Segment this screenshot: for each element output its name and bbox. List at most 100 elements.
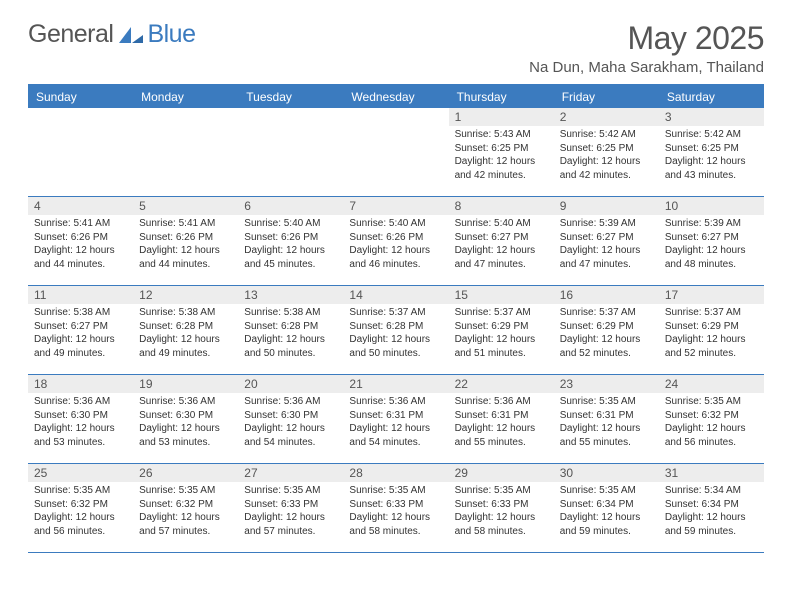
sunrise-text: Sunrise: 5:40 AM	[455, 217, 548, 231]
daylight-text: Daylight: 12 hours and 55 minutes.	[560, 422, 653, 449]
daynum-row: 29	[449, 464, 554, 482]
daynum-row: 4	[28, 197, 133, 215]
sunrise-text: Sunrise: 5:34 AM	[665, 484, 758, 498]
daylight-text: Daylight: 12 hours and 42 minutes.	[455, 155, 548, 182]
daynum-row: 26	[133, 464, 238, 482]
daynum-row: 6	[238, 197, 343, 215]
daylight-text: Daylight: 12 hours and 52 minutes.	[665, 333, 758, 360]
day-number: 18	[34, 377, 127, 391]
daynum-row	[28, 108, 133, 112]
sunset-text: Sunset: 6:25 PM	[665, 142, 758, 156]
day-number: 16	[560, 288, 653, 302]
day-number: 31	[665, 466, 758, 480]
sunrise-text: Sunrise: 5:43 AM	[455, 128, 548, 142]
sunset-text: Sunset: 6:32 PM	[139, 498, 232, 512]
day-cell: 6Sunrise: 5:40 AMSunset: 6:26 PMDaylight…	[238, 197, 343, 285]
day-number: 21	[349, 377, 442, 391]
week-row: 11Sunrise: 5:38 AMSunset: 6:27 PMDayligh…	[28, 286, 764, 375]
day-number: 4	[34, 199, 127, 213]
sunset-text: Sunset: 6:26 PM	[349, 231, 442, 245]
sunset-text: Sunset: 6:32 PM	[665, 409, 758, 423]
day-cell: 11Sunrise: 5:38 AMSunset: 6:27 PMDayligh…	[28, 286, 133, 374]
sunset-text: Sunset: 6:31 PM	[455, 409, 548, 423]
day-cell: 25Sunrise: 5:35 AMSunset: 6:32 PMDayligh…	[28, 464, 133, 552]
daylight-text: Daylight: 12 hours and 54 minutes.	[244, 422, 337, 449]
daynum-row: 28	[343, 464, 448, 482]
sunset-text: Sunset: 6:30 PM	[34, 409, 127, 423]
sunrise-text: Sunrise: 5:41 AM	[139, 217, 232, 231]
day-cell: 9Sunrise: 5:39 AMSunset: 6:27 PMDaylight…	[554, 197, 659, 285]
sunset-text: Sunset: 6:27 PM	[560, 231, 653, 245]
daynum-row: 24	[659, 375, 764, 393]
daynum-row: 22	[449, 375, 554, 393]
sunrise-text: Sunrise: 5:37 AM	[349, 306, 442, 320]
day-cell: 15Sunrise: 5:37 AMSunset: 6:29 PMDayligh…	[449, 286, 554, 374]
sunrise-text: Sunrise: 5:36 AM	[455, 395, 548, 409]
calendar-page: General Blue May 2025 Na Dun, Maha Sarak…	[0, 0, 792, 573]
day-cell: 20Sunrise: 5:36 AMSunset: 6:30 PMDayligh…	[238, 375, 343, 463]
sunset-text: Sunset: 6:28 PM	[349, 320, 442, 334]
daylight-text: Daylight: 12 hours and 45 minutes.	[244, 244, 337, 271]
day-number: 12	[139, 288, 232, 302]
sunset-text: Sunset: 6:29 PM	[560, 320, 653, 334]
sunset-text: Sunset: 6:26 PM	[244, 231, 337, 245]
day-cell: 14Sunrise: 5:37 AMSunset: 6:28 PMDayligh…	[343, 286, 448, 374]
sunset-text: Sunset: 6:33 PM	[349, 498, 442, 512]
daynum-row: 7	[343, 197, 448, 215]
day-number: 11	[34, 288, 127, 302]
daylight-text: Daylight: 12 hours and 58 minutes.	[349, 511, 442, 538]
day-cell: 2Sunrise: 5:42 AMSunset: 6:25 PMDaylight…	[554, 108, 659, 196]
sunset-text: Sunset: 6:25 PM	[560, 142, 653, 156]
daylight-text: Daylight: 12 hours and 54 minutes.	[349, 422, 442, 449]
day-cell: 3Sunrise: 5:42 AMSunset: 6:25 PMDaylight…	[659, 108, 764, 196]
daynum-row	[133, 108, 238, 112]
day-number: 13	[244, 288, 337, 302]
sunrise-text: Sunrise: 5:35 AM	[560, 395, 653, 409]
daylight-text: Daylight: 12 hours and 47 minutes.	[455, 244, 548, 271]
day-cell: 31Sunrise: 5:34 AMSunset: 6:34 PMDayligh…	[659, 464, 764, 552]
sunrise-text: Sunrise: 5:39 AM	[560, 217, 653, 231]
week-row: 25Sunrise: 5:35 AMSunset: 6:32 PMDayligh…	[28, 464, 764, 553]
week-row: 4Sunrise: 5:41 AMSunset: 6:26 PMDaylight…	[28, 197, 764, 286]
sunset-text: Sunset: 6:31 PM	[560, 409, 653, 423]
daynum-row: 13	[238, 286, 343, 304]
dow-thursday: Thursday	[449, 86, 554, 108]
sunset-text: Sunset: 6:33 PM	[455, 498, 548, 512]
sunrise-text: Sunrise: 5:39 AM	[665, 217, 758, 231]
daynum-row: 23	[554, 375, 659, 393]
sunrise-text: Sunrise: 5:42 AM	[560, 128, 653, 142]
title-block: May 2025 Na Dun, Maha Sarakham, Thailand	[529, 20, 764, 76]
logo-sail-icon	[117, 25, 145, 45]
daynum-row: 20	[238, 375, 343, 393]
day-cell	[133, 108, 238, 196]
sunrise-text: Sunrise: 5:40 AM	[349, 217, 442, 231]
day-number: 2	[560, 110, 653, 124]
sunrise-text: Sunrise: 5:35 AM	[665, 395, 758, 409]
daylight-text: Daylight: 12 hours and 52 minutes.	[560, 333, 653, 360]
daynum-row: 15	[449, 286, 554, 304]
daynum-row: 16	[554, 286, 659, 304]
daynum-row: 10	[659, 197, 764, 215]
day-cell: 29Sunrise: 5:35 AMSunset: 6:33 PMDayligh…	[449, 464, 554, 552]
day-number: 5	[139, 199, 232, 213]
day-number: 15	[455, 288, 548, 302]
dow-sunday: Sunday	[28, 86, 133, 108]
dow-monday: Monday	[133, 86, 238, 108]
daylight-text: Daylight: 12 hours and 50 minutes.	[244, 333, 337, 360]
daynum-row: 27	[238, 464, 343, 482]
daylight-text: Daylight: 12 hours and 46 minutes.	[349, 244, 442, 271]
day-cell: 26Sunrise: 5:35 AMSunset: 6:32 PMDayligh…	[133, 464, 238, 552]
daylight-text: Daylight: 12 hours and 43 minutes.	[665, 155, 758, 182]
day-cell: 28Sunrise: 5:35 AMSunset: 6:33 PMDayligh…	[343, 464, 448, 552]
sunrise-text: Sunrise: 5:36 AM	[34, 395, 127, 409]
day-number: 23	[560, 377, 653, 391]
day-number: 1	[455, 110, 548, 124]
sunset-text: Sunset: 6:29 PM	[665, 320, 758, 334]
daynum-row: 9	[554, 197, 659, 215]
daynum-row: 30	[554, 464, 659, 482]
daynum-row: 11	[28, 286, 133, 304]
day-number: 25	[34, 466, 127, 480]
day-cell: 7 Sunrise: 5:40 AMSunset: 6:26 PMDaylight…	[343, 197, 448, 285]
daynum-row: 12	[133, 286, 238, 304]
daylight-text: Daylight: 12 hours and 57 minutes.	[139, 511, 232, 538]
